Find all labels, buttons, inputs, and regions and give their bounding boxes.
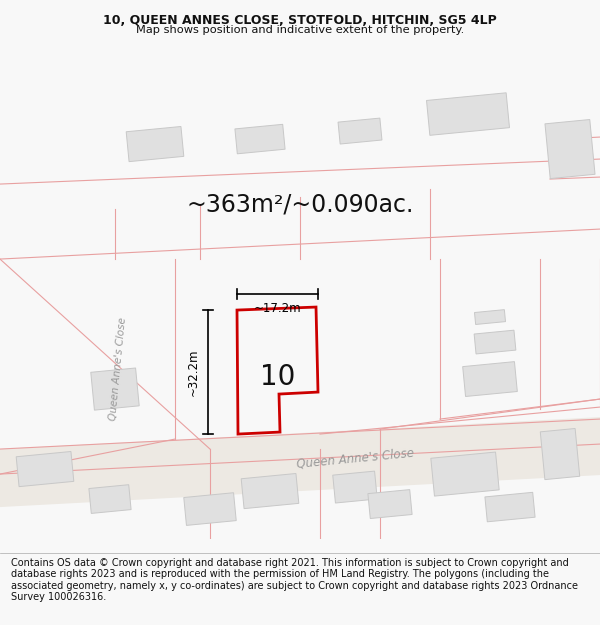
Polygon shape	[540, 429, 580, 479]
Polygon shape	[338, 118, 382, 144]
Text: Contains OS data © Crown copyright and database right 2021. This information is : Contains OS data © Crown copyright and d…	[11, 558, 578, 602]
Polygon shape	[368, 489, 412, 519]
Text: ~17.2m: ~17.2m	[254, 301, 301, 314]
Polygon shape	[241, 474, 299, 509]
Polygon shape	[0, 417, 600, 507]
Text: ~32.2m: ~32.2m	[187, 348, 200, 396]
Polygon shape	[126, 126, 184, 162]
Polygon shape	[89, 485, 131, 513]
Text: Map shows position and indicative extent of the property.: Map shows position and indicative extent…	[136, 25, 464, 35]
Polygon shape	[91, 368, 139, 410]
Polygon shape	[474, 330, 516, 354]
Polygon shape	[475, 309, 506, 324]
Text: ~363m²/~0.090ac.: ~363m²/~0.090ac.	[187, 192, 413, 216]
Polygon shape	[463, 362, 517, 396]
Polygon shape	[545, 119, 595, 179]
Text: 10, QUEEN ANNES CLOSE, STOTFOLD, HITCHIN, SG5 4LP: 10, QUEEN ANNES CLOSE, STOTFOLD, HITCHIN…	[103, 14, 497, 27]
Polygon shape	[235, 124, 285, 154]
Polygon shape	[184, 492, 236, 526]
Text: Queen Anne's Close: Queen Anne's Close	[296, 446, 415, 470]
Polygon shape	[333, 471, 377, 503]
Polygon shape	[485, 492, 535, 522]
Text: Queen Anne's Close: Queen Anne's Close	[108, 317, 128, 421]
Polygon shape	[427, 92, 509, 136]
Polygon shape	[431, 452, 499, 496]
Text: 10: 10	[260, 363, 296, 391]
Polygon shape	[16, 451, 74, 487]
